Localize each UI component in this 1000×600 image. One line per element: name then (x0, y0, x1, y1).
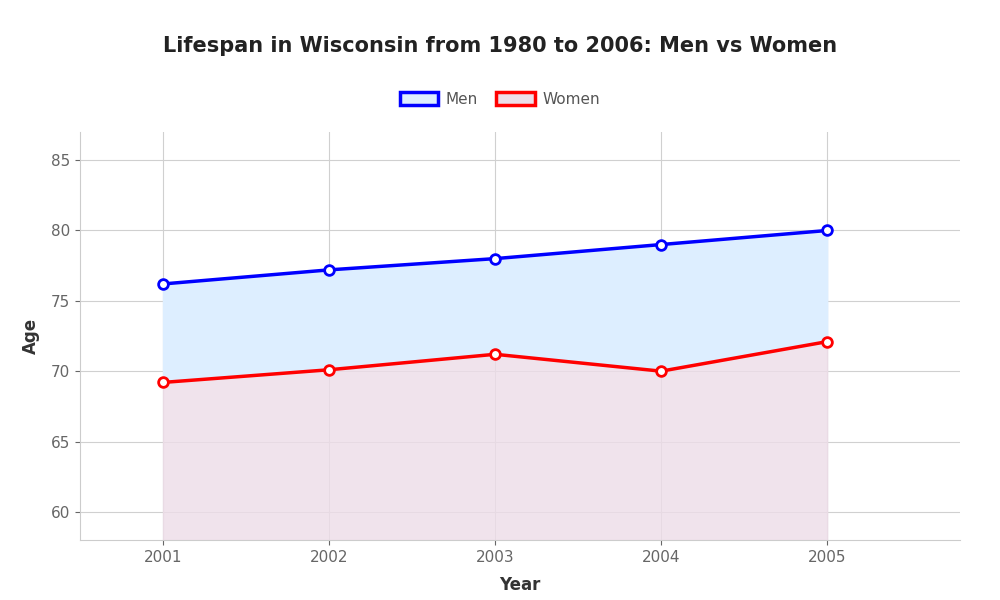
Y-axis label: Age: Age (22, 318, 40, 354)
Legend: Men, Women: Men, Women (394, 86, 606, 113)
X-axis label: Year: Year (499, 576, 541, 594)
Text: Lifespan in Wisconsin from 1980 to 2006: Men vs Women: Lifespan in Wisconsin from 1980 to 2006:… (163, 36, 837, 56)
